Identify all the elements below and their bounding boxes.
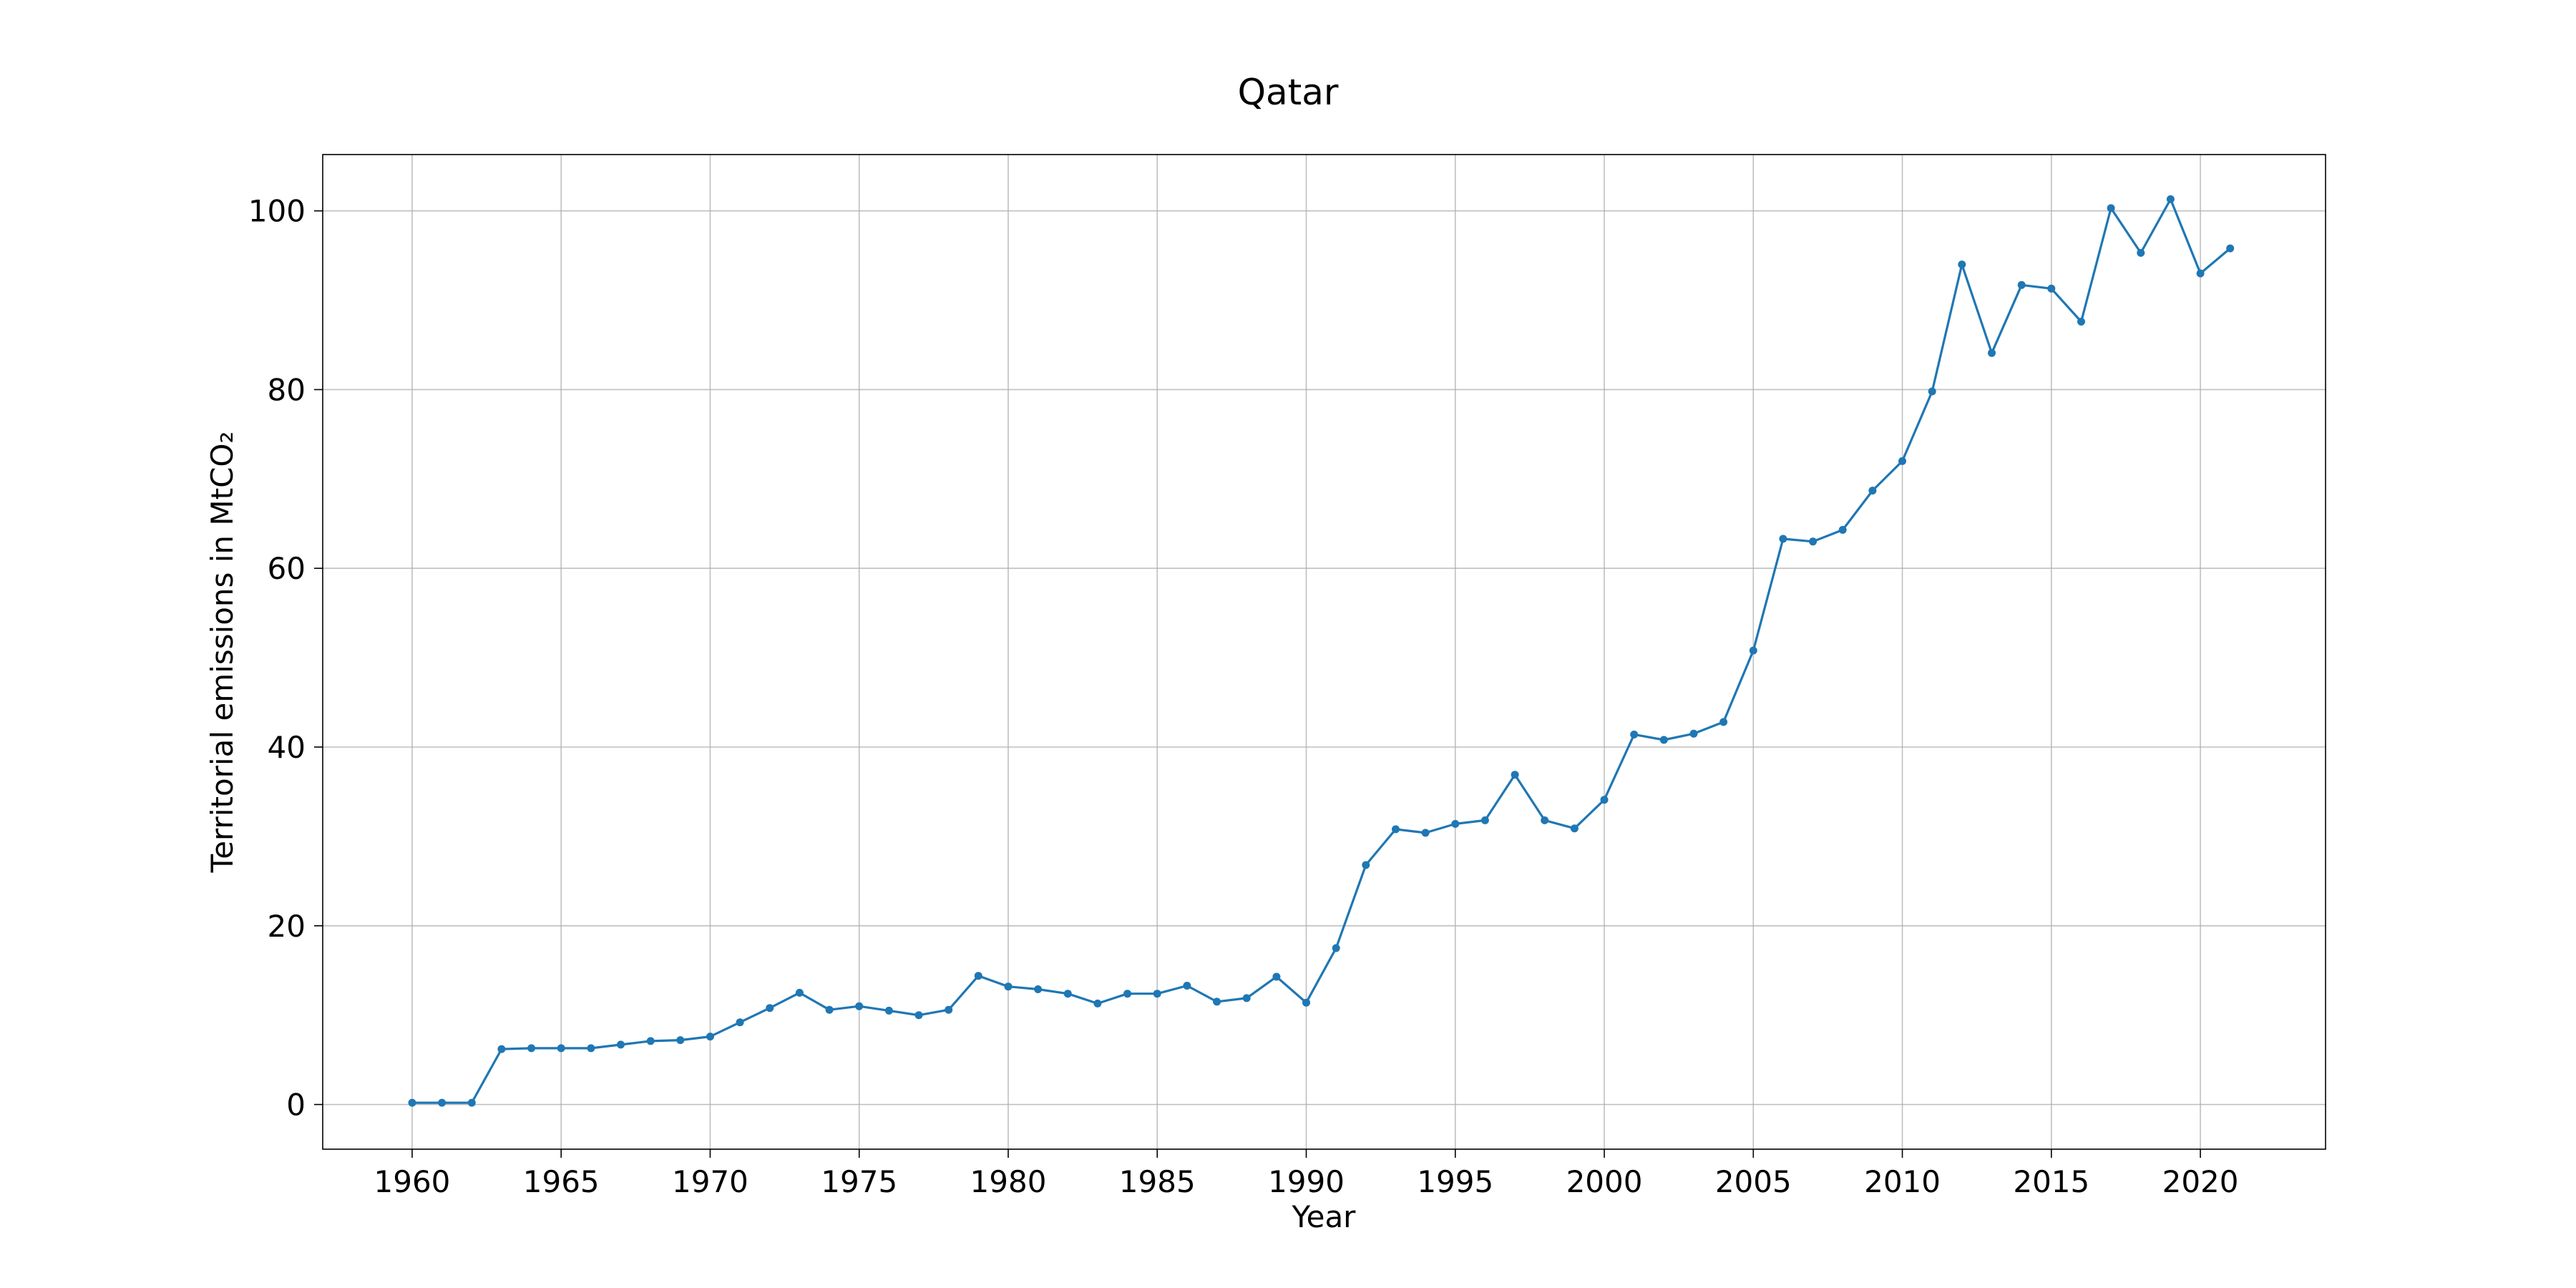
- x-tick-label: 1970: [672, 1164, 748, 1199]
- data-point: [408, 1098, 416, 1107]
- x-tick-label: 2005: [1715, 1164, 1792, 1199]
- data-point: [1183, 982, 1191, 990]
- y-axis-label: Territorial emissions in MtCO₂: [205, 431, 240, 874]
- x-tick-label: 1995: [1417, 1164, 1493, 1199]
- x-tick-label: 2015: [2013, 1164, 2089, 1199]
- x-tick-label: 1975: [821, 1164, 897, 1199]
- data-point: [1242, 994, 1251, 1002]
- data-point: [855, 1002, 864, 1010]
- data-point: [1332, 944, 1340, 952]
- y-tick-label: 0: [286, 1088, 306, 1123]
- data-point: [1272, 972, 1281, 981]
- y-tick-label: 60: [268, 551, 306, 586]
- data-point: [766, 1004, 774, 1013]
- data-point: [1898, 457, 1906, 465]
- grid-lines: [323, 155, 2326, 1149]
- data-point: [974, 972, 982, 980]
- data-point: [1093, 999, 1102, 1008]
- data-point: [1421, 829, 1430, 837]
- data-point: [1451, 819, 1460, 828]
- y-tick-label: 40: [268, 730, 306, 765]
- axis-ticks: 1960 1965 1970 1975 1980 1985 1990 1995 2000 2005…: [248, 194, 2239, 1199]
- data-point: [646, 1037, 655, 1045]
- data-point: [557, 1044, 565, 1053]
- data-point: [1928, 387, 1936, 396]
- data-point: [617, 1040, 625, 1049]
- data-point: [1600, 796, 1609, 804]
- data-point: [1868, 487, 1877, 495]
- data-point: [1719, 718, 1728, 726]
- data-point: [438, 1098, 447, 1107]
- data-point: [1302, 998, 1310, 1007]
- y-tick-label: 100: [248, 194, 306, 229]
- data-point: [1689, 729, 1698, 738]
- x-tick-label: 2000: [1566, 1164, 1643, 1199]
- data-point: [1392, 825, 1400, 834]
- x-tick-label: 2020: [2162, 1164, 2239, 1199]
- data-point: [2226, 244, 2235, 253]
- chart-title: Qatar: [1238, 72, 1339, 113]
- data-point: [795, 988, 804, 997]
- data-point: [1749, 646, 1757, 655]
- x-tick-label: 1980: [970, 1164, 1047, 1199]
- data-point: [1570, 824, 1579, 833]
- data-point: [1123, 990, 1132, 998]
- data-point: [676, 1036, 685, 1045]
- data-point: [1153, 990, 1161, 998]
- data-point: [1480, 816, 1489, 824]
- data-point: [1630, 731, 1639, 738]
- y-tick-label: 80: [268, 372, 306, 407]
- data-point: [1779, 535, 1787, 543]
- data-point: [914, 1011, 923, 1020]
- x-tick-label: 1965: [523, 1164, 600, 1199]
- data-point: [2047, 284, 2056, 293]
- data-point: [1004, 982, 1013, 991]
- x-tick-label: 1990: [1268, 1164, 1345, 1199]
- x-tick-label: 1985: [1119, 1164, 1196, 1199]
- data-point: [945, 1005, 953, 1014]
- data-point: [2196, 269, 2205, 278]
- data-point: [706, 1033, 714, 1041]
- data-point: [825, 1005, 834, 1014]
- data-point: [1988, 348, 1996, 357]
- data-point: [1063, 990, 1072, 998]
- data-point: [2017, 280, 2026, 289]
- x-axis-label: Year: [1292, 1199, 1357, 1234]
- y-tick-label: 20: [268, 909, 306, 944]
- data-point: [1958, 260, 1966, 269]
- data-point: [1659, 736, 1668, 744]
- data-point: [1034, 985, 1043, 993]
- data-point: [587, 1044, 595, 1053]
- data-point: [884, 1006, 893, 1015]
- data-point: [1213, 997, 1221, 1006]
- data-series: [408, 195, 2235, 1107]
- data-point: [497, 1045, 506, 1053]
- data-point: [2137, 248, 2145, 257]
- data-point: [2077, 318, 2085, 326]
- plot-frame: [322, 154, 2326, 1150]
- x-tick-label: 1960: [374, 1164, 451, 1199]
- data-point: [736, 1018, 744, 1027]
- data-point: [1511, 771, 1519, 779]
- data-point: [1362, 861, 1370, 869]
- data-point: [1838, 526, 1847, 534]
- x-tick-label: 2010: [1864, 1164, 1941, 1199]
- data-point: [1809, 537, 1818, 546]
- data-point: [527, 1044, 536, 1053]
- data-point: [2107, 204, 2115, 213]
- data-point: [2166, 195, 2175, 203]
- data-point: [1541, 816, 1549, 824]
- data-point: [467, 1098, 476, 1107]
- series-line: [412, 197, 2231, 1104]
